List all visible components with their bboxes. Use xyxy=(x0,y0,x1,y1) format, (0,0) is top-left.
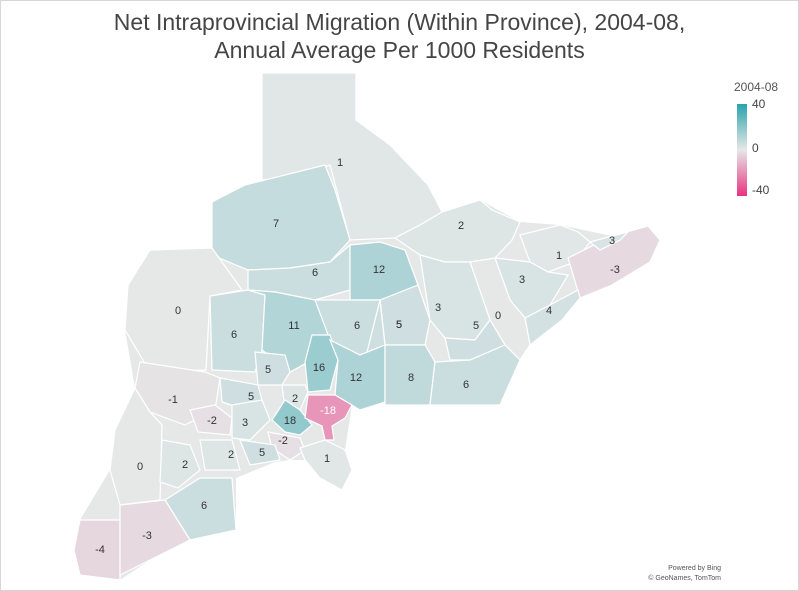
region-northwest-a[interactable] xyxy=(211,164,351,271)
region-west-g[interactable] xyxy=(231,399,271,441)
region-label-southwest-c: 2 xyxy=(228,449,234,461)
region-label-southwest-b: 2 xyxy=(182,459,188,471)
region-label-niagara: 1 xyxy=(324,453,330,465)
region-label-central-d: 5 xyxy=(396,319,402,331)
region-label-essex: -4 xyxy=(95,544,105,556)
region-label-central-a: 6 xyxy=(312,267,318,279)
region-niagara[interactable] xyxy=(299,439,353,491)
region-label-southwest-a: 0 xyxy=(137,461,143,473)
region-label-chatham: -3 xyxy=(142,530,152,542)
legend-gradient-bar xyxy=(737,104,747,196)
region-label-northumberland: 8 xyxy=(408,372,414,384)
title-line-1: Net Intraprovincial Migration (Within Pr… xyxy=(113,9,686,35)
region-label-southwest-d: 5 xyxy=(259,447,265,459)
region-label-west-g: 3 xyxy=(242,417,248,429)
region-label-central-b: 12 xyxy=(373,264,385,276)
region-label-peterborough: 5 xyxy=(396,319,402,331)
region-durham[interactable] xyxy=(328,338,386,411)
title-line-2: Annual Average Per 1000 Residents xyxy=(214,37,585,63)
region-label-southwest-e: 6 xyxy=(201,500,207,512)
region-label-west-f: 5 xyxy=(248,391,254,403)
region-label-northwest-a: 7 xyxy=(273,218,279,230)
region-label-east-g: 0 xyxy=(495,310,501,322)
region-toronto[interactable] xyxy=(304,394,353,441)
legend-max-label: 40 xyxy=(752,97,766,111)
region-label-north: 1 xyxy=(337,157,343,169)
attribution-geonames: © GeoNames, TomTom xyxy=(648,575,721,582)
region-label-durham: 12 xyxy=(350,372,362,384)
region-label-east-d: 3 xyxy=(519,274,525,286)
legend-min-label: -40 xyxy=(752,183,770,197)
region-west-c[interactable] xyxy=(254,351,291,386)
region-label-east-h: 5 xyxy=(473,320,479,332)
region-southwest-d[interactable] xyxy=(239,439,281,466)
region-label-west-e: -2 xyxy=(207,415,217,427)
region-west-huron[interactable] xyxy=(124,247,244,373)
region-label-west-d: -1 xyxy=(168,394,178,406)
region-label-west-b: 6 xyxy=(231,329,237,341)
region-label-west-huron: 0 xyxy=(175,305,181,317)
region-label-east-i: 6 xyxy=(463,379,469,391)
region-label-hamilton: -2 xyxy=(278,435,288,447)
region-essex[interactable] xyxy=(73,519,121,581)
region-label-east-upper: 2 xyxy=(458,220,464,232)
region-label-halton: 18 xyxy=(284,415,296,427)
region-label-york: 16 xyxy=(313,362,325,374)
region-southwest-b[interactable] xyxy=(159,439,201,489)
region-label-east-c: 1 xyxy=(556,250,562,262)
legend-mid-label: 0 xyxy=(752,141,759,155)
region-label-west-c: 5 xyxy=(265,364,271,376)
region-label-east-tip: -3 xyxy=(610,264,620,276)
region-york[interactable] xyxy=(304,334,339,393)
attribution-bing: Powered by Bing xyxy=(668,565,721,572)
region-label-peel: 2 xyxy=(292,393,298,405)
region-label-east-f: 4 xyxy=(546,305,552,317)
region-label-east-e: 3 xyxy=(609,235,615,247)
region-label-kawartha: 6 xyxy=(354,320,360,332)
region-east-i[interactable] xyxy=(429,344,521,406)
map-title: Net Intraprovincial Migration (Within Pr… xyxy=(0,8,799,64)
region-label-central-c: 3 xyxy=(435,302,441,314)
region-east-e[interactable] xyxy=(588,230,630,251)
regions-layer xyxy=(73,72,661,581)
region-chatham[interactable] xyxy=(119,499,191,576)
region-label-simcoe: 11 xyxy=(288,320,299,332)
region-halton[interactable] xyxy=(271,399,313,436)
region-west-e[interactable] xyxy=(189,404,233,436)
legend-title: 2004-08 xyxy=(734,80,779,94)
region-label-toronto: -18 xyxy=(320,405,336,417)
region-southwest-c[interactable] xyxy=(199,439,241,471)
